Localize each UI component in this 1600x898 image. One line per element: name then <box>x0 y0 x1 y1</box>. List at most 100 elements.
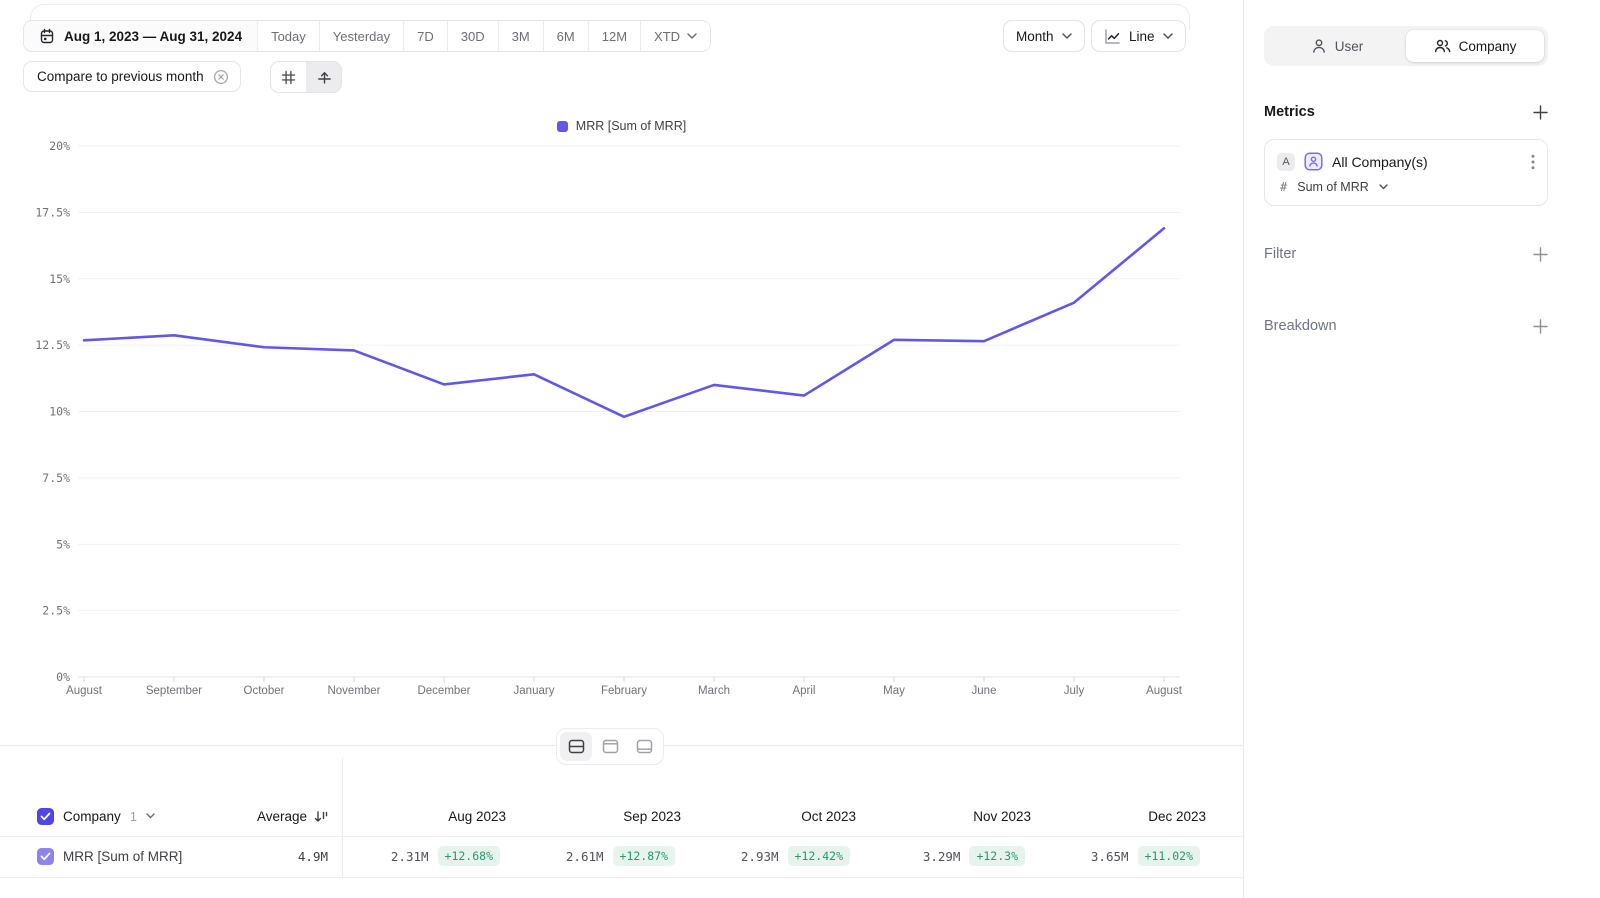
table-header-divider <box>0 836 1243 837</box>
layout-split-icon <box>568 739 584 754</box>
month-column-header: Sep 2023 <box>623 808 681 824</box>
table-bottom-divider <box>0 877 1243 878</box>
cell-value: 2.31M <box>390 848 429 864</box>
add-breakdown-icon[interactable] <box>1533 318 1548 334</box>
y-axis-label: 17.5% <box>35 205 70 219</box>
mrr-series-line <box>82 227 1166 419</box>
layout-split-button[interactable] <box>560 732 592 761</box>
filter-section-header: Filter <box>1264 246 1548 262</box>
layout-toggle-group <box>556 728 664 765</box>
table-data-cell: 2.93M +12.42% <box>690 840 850 872</box>
grid-icon <box>281 70 296 84</box>
cell-value: 2.61M <box>565 848 604 864</box>
grid-toggle-button[interactable] <box>271 62 306 92</box>
preset-7d-button[interactable]: 7D <box>403 21 447 51</box>
preset-6m-button[interactable]: 6M <box>542 21 588 51</box>
average-value: 4.9M <box>297 848 328 864</box>
change-badge: +12.87% <box>612 846 675 866</box>
granularity-select[interactable]: Month <box>1003 20 1085 52</box>
date-range-label: Aug 1, 2023 — Aug 31, 2024 <box>64 28 243 44</box>
x-axis-label: May <box>883 685 905 697</box>
trend-toggle-button[interactable] <box>306 62 341 92</box>
check-icon <box>40 852 51 860</box>
month-column-header: Nov 2023 <box>973 808 1031 824</box>
preset-yesterday-button[interactable]: Yesterday <box>318 21 403 51</box>
table-group-header[interactable]: Company 1 <box>37 800 155 832</box>
x-axis-label: January <box>514 685 555 697</box>
chart-legend: MRR [Sum of MRR] <box>0 119 1243 133</box>
preset-today-button[interactable]: Today <box>257 21 319 51</box>
legend-label: MRR [Sum of MRR] <box>575 119 687 133</box>
remove-compare-icon[interactable] <box>213 69 229 85</box>
cell-value: 3.29M <box>922 848 961 864</box>
y-axis-label: 10% <box>49 405 70 419</box>
select-all-checkbox[interactable] <box>37 807 54 825</box>
aggregation-select[interactable]: # Sum of MRR <box>1277 180 1535 194</box>
chevron-down-icon <box>1162 32 1173 39</box>
chevron-down-icon <box>1061 32 1072 39</box>
main-panel: Aug 1, 2023 — Aug 31, 2024 Today Yesterda… <box>0 4 1243 878</box>
preset-xtd-button[interactable]: XTD <box>640 21 710 51</box>
layout-top-icon <box>602 739 618 754</box>
add-filter-icon[interactable] <box>1533 246 1548 262</box>
y-axis-label: 5% <box>56 537 70 551</box>
chart-type-select[interactable]: Line <box>1091 20 1186 52</box>
mrr-line-chart: 0% 2.5% 5% 7.5% 10% 12.5% 15% 17.5% 20% August Sep… <box>35 140 1183 697</box>
report-card-top-edge <box>30 4 1190 30</box>
preset-30d-button[interactable]: 30D <box>446 21 498 51</box>
x-axis-label: August <box>1146 685 1183 697</box>
toggle-company[interactable]: Company <box>1406 30 1544 62</box>
layout-bottom-icon <box>636 739 652 754</box>
group-label: Company <box>63 808 121 824</box>
x-axis-label: April <box>792 685 815 697</box>
chevron-down-icon <box>146 813 155 819</box>
table-data-cell: 2.61M +12.87% <box>515 840 675 872</box>
legend-swatch <box>556 120 568 132</box>
layout-table-only-button[interactable] <box>628 732 660 761</box>
x-axis-label: June <box>972 685 997 697</box>
table-row-label[interactable]: MRR [Sum of MRR] <box>37 840 182 872</box>
table-column-divider <box>342 758 343 877</box>
entity-toggle: User Company <box>1264 26 1548 66</box>
y-axis-label: 12.5% <box>35 338 70 352</box>
kebab-menu-icon[interactable] <box>1531 154 1535 170</box>
metric-badge: A <box>1277 152 1295 171</box>
date-range-button[interactable]: Aug 1, 2023 — Aug 31, 2024 <box>24 21 258 51</box>
check-icon <box>40 812 51 820</box>
numeric-type-icon: # <box>1280 180 1288 194</box>
date-range-toolbar: Aug 1, 2023 — Aug 31, 2024 Today Yesterda… <box>23 20 712 52</box>
chevron-down-icon <box>1379 184 1388 190</box>
average-column-header[interactable]: Average <box>150 800 328 832</box>
chart-display-toggle-group <box>270 61 342 93</box>
y-axis-label: 7.5% <box>42 471 70 485</box>
calendar-icon <box>40 28 54 44</box>
chevron-down-icon <box>687 32 697 39</box>
x-axis-label: September <box>146 685 202 697</box>
cell-value: 2.93M <box>740 848 779 864</box>
x-axis-label: November <box>327 685 380 697</box>
line-chart-icon <box>1105 28 1120 44</box>
config-sidebar: User Company Metrics A All Compan <box>1243 0 1600 898</box>
y-axis-label: 2.5% <box>42 604 70 618</box>
compare-to-previous-chip[interactable]: Compare to previous month <box>23 61 241 92</box>
metric-name: All Company(s) <box>1332 153 1428 170</box>
sort-icon <box>314 810 328 822</box>
x-axis-label: December <box>417 685 470 697</box>
preset-3m-button[interactable]: 3M <box>497 21 543 51</box>
change-badge: +12.42% <box>787 846 850 866</box>
y-axis-label: 15% <box>49 272 70 286</box>
preset-12m-button[interactable]: 12M <box>587 21 640 51</box>
month-column-header: Oct 2023 <box>801 808 856 824</box>
month-column-header: Dec 2023 <box>1148 808 1206 824</box>
x-axis-label: August <box>66 685 103 697</box>
group-count: 1 <box>129 808 138 824</box>
table-data-cell: 3.29M +12.3% <box>865 840 1025 872</box>
user-icon <box>1312 39 1325 53</box>
add-metric-icon[interactable] <box>1533 104 1548 120</box>
x-axis-label: July <box>1064 685 1085 697</box>
toggle-user[interactable]: User <box>1268 30 1406 62</box>
row-checkbox[interactable] <box>37 847 54 865</box>
layout-chart-only-button[interactable] <box>594 732 626 761</box>
arrow-up-from-line-icon <box>317 71 331 84</box>
